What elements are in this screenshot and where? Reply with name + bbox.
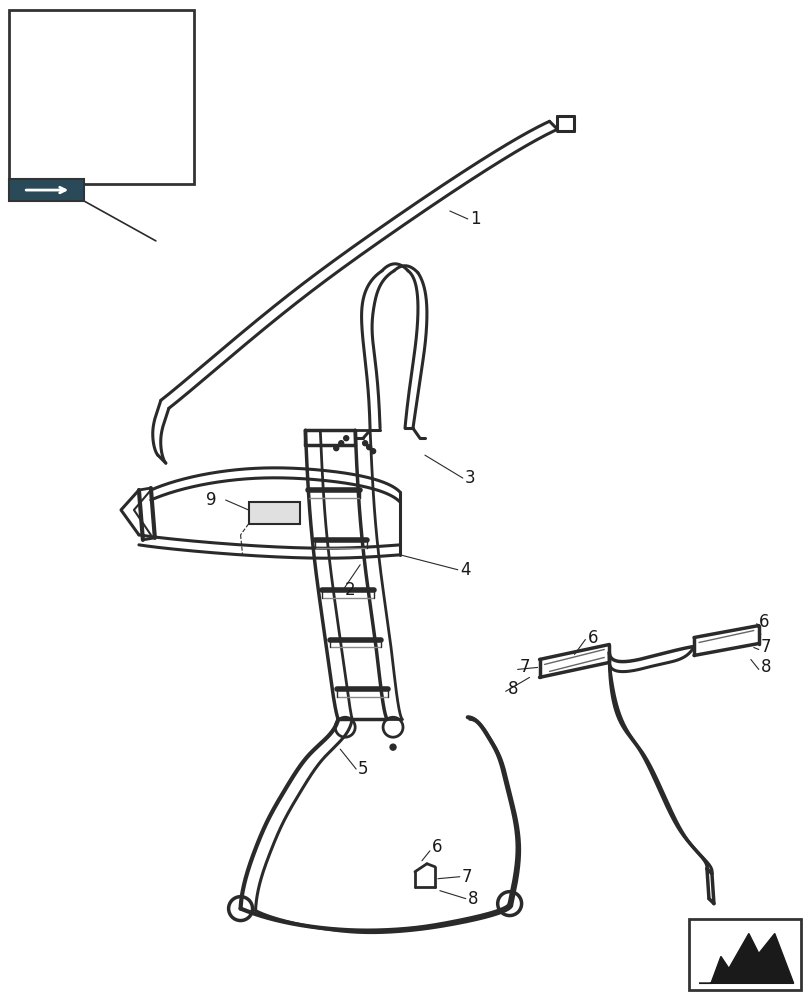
Text: 5: 5 bbox=[358, 760, 368, 778]
Circle shape bbox=[363, 441, 367, 446]
Text: 8: 8 bbox=[467, 890, 478, 908]
Text: 3: 3 bbox=[464, 469, 474, 487]
Text: 6: 6 bbox=[757, 613, 768, 631]
Circle shape bbox=[338, 441, 343, 446]
Text: 6: 6 bbox=[586, 629, 597, 647]
Text: 9: 9 bbox=[205, 491, 216, 509]
Text: 6: 6 bbox=[431, 838, 442, 856]
Bar bbox=[10, 179, 84, 201]
Text: 8: 8 bbox=[507, 680, 517, 698]
Circle shape bbox=[367, 445, 371, 450]
Polygon shape bbox=[698, 934, 792, 983]
Text: 4: 4 bbox=[459, 561, 470, 579]
Bar bbox=[248, 502, 300, 524]
Bar bbox=[10, 10, 194, 184]
Circle shape bbox=[370, 449, 375, 454]
Circle shape bbox=[333, 446, 338, 451]
Text: 7: 7 bbox=[760, 638, 770, 656]
Circle shape bbox=[389, 744, 396, 750]
Text: 1: 1 bbox=[470, 210, 480, 228]
Text: 7: 7 bbox=[461, 868, 472, 886]
Bar bbox=[689, 919, 800, 990]
Text: 2: 2 bbox=[345, 581, 355, 599]
Circle shape bbox=[343, 436, 348, 441]
Text: 7: 7 bbox=[519, 658, 530, 676]
Text: 8: 8 bbox=[760, 658, 770, 676]
